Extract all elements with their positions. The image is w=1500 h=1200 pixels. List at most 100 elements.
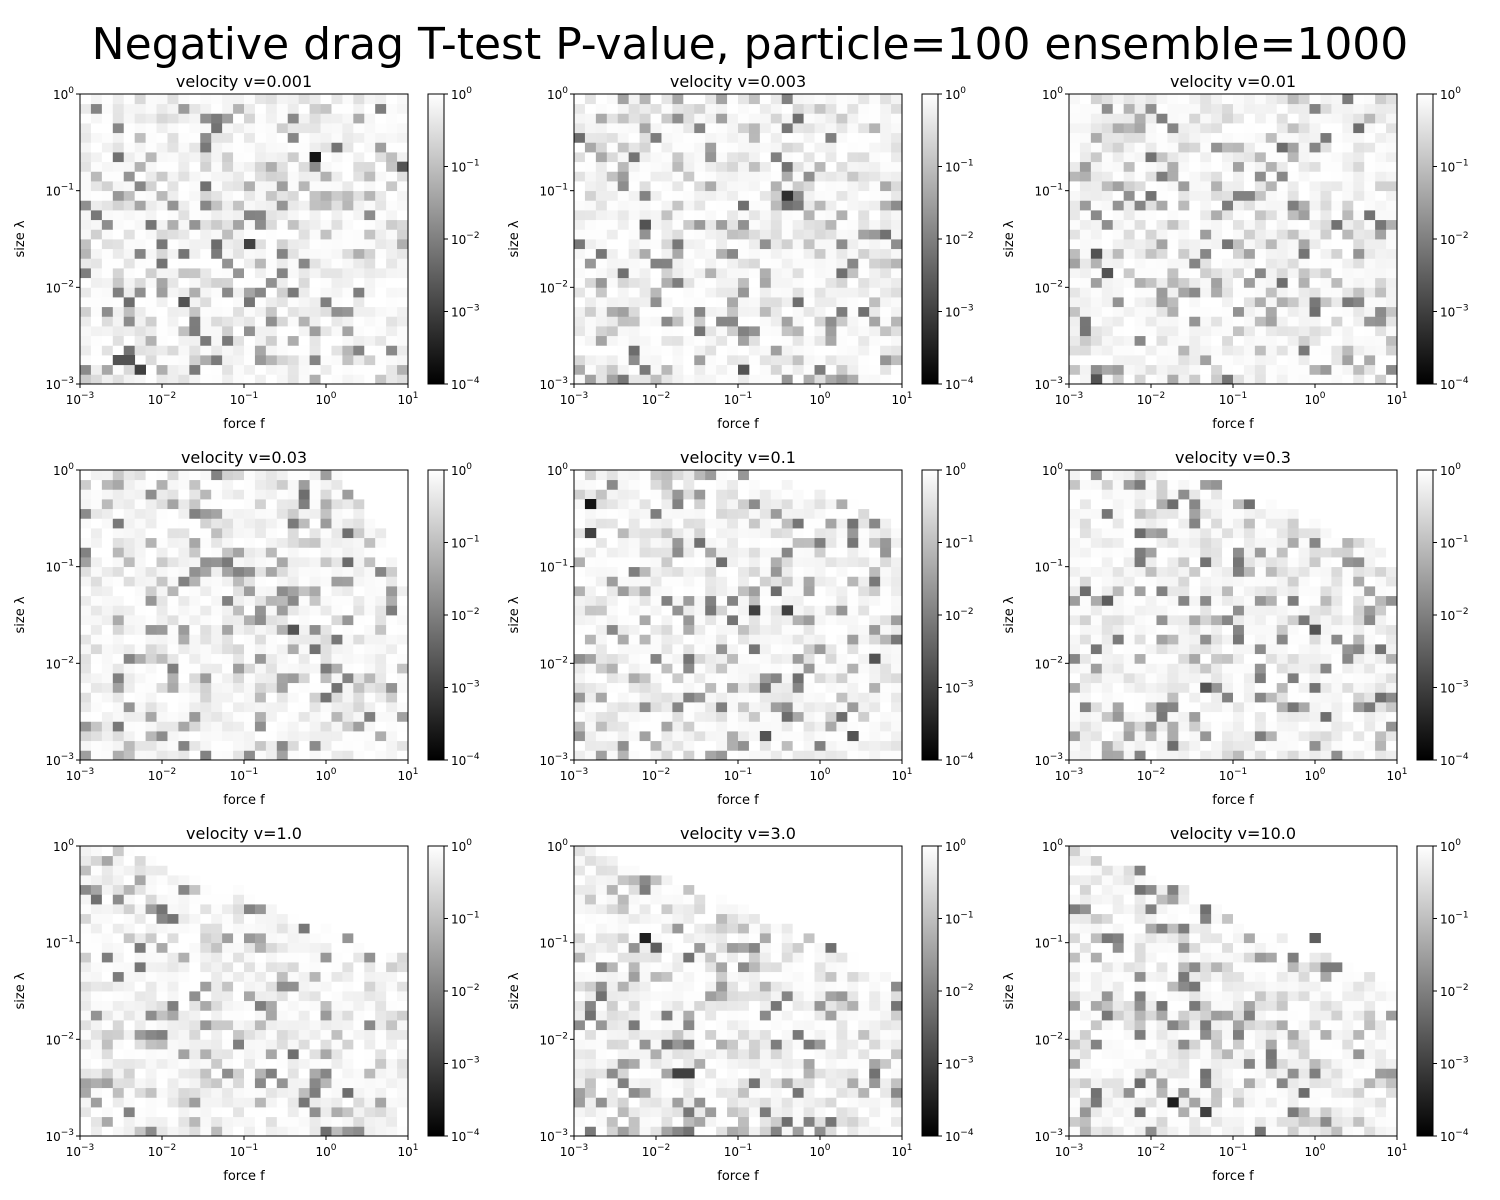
heatmap-cell (1079, 374, 1092, 385)
heatmap-cell (1265, 711, 1278, 722)
heatmap-cell (276, 547, 289, 558)
heatmap-cell (254, 335, 267, 346)
heatmap-cell (1178, 335, 1190, 346)
heatmap-cell (254, 248, 267, 259)
heatmap-cell (342, 123, 354, 134)
heatmap-cell (1342, 181, 1354, 192)
heatmap-cell (1134, 152, 1146, 163)
heatmap-cell (759, 528, 772, 539)
heatmap-cell (244, 537, 256, 548)
heatmap-cell (628, 316, 640, 327)
heatmap-cell (847, 576, 859, 587)
heatmap-cell (1309, 306, 1321, 317)
heatmap-cell (80, 374, 92, 385)
heatmap-cell (375, 566, 387, 577)
heatmap-cell (353, 731, 365, 742)
heatmap-cell (1265, 335, 1278, 346)
heatmap-cell (825, 219, 837, 230)
heatmap-cell (1134, 268, 1146, 279)
heatmap-cell (375, 537, 387, 548)
heatmap-cell (331, 750, 343, 761)
heatmap-cell (672, 663, 684, 674)
heatmap-cell (1243, 682, 1256, 693)
heatmap-cell (617, 547, 630, 558)
heatmap-cell (1320, 152, 1332, 163)
heatmap-cell (1069, 190, 1081, 201)
heatmap-cell (1101, 364, 1114, 375)
heatmap-cell (738, 171, 750, 182)
heatmap-cell (1145, 258, 1157, 269)
colorbar-tick-label: 100 (945, 462, 966, 478)
heatmap-cell (265, 731, 278, 742)
heatmap-cell (628, 624, 640, 635)
heatmap-cell (211, 277, 223, 288)
heatmap-cell (1069, 239, 1081, 250)
heatmap-cell (716, 306, 728, 317)
heatmap-cell (167, 219, 179, 230)
heatmap-cell (880, 731, 892, 742)
heatmap-cell (792, 605, 804, 616)
heatmap-cell (254, 132, 267, 143)
heatmap-cell (891, 586, 903, 597)
heatmap-cell (222, 615, 234, 626)
heatmap-cell (1167, 692, 1179, 703)
heatmap-cell (891, 219, 903, 230)
heatmap-cell (244, 374, 256, 385)
heatmap-cell (353, 239, 365, 250)
heatmap-cell (705, 190, 717, 201)
heatmap-cell (386, 258, 398, 269)
heatmap-cell (1167, 711, 1179, 722)
heatmap-cell (1090, 326, 1103, 337)
heatmap-cell (222, 123, 234, 134)
heatmap-cell (375, 528, 387, 539)
heatmap-cell (189, 615, 201, 626)
heatmap-cell (1375, 258, 1387, 269)
heatmap-cell (836, 181, 848, 192)
heatmap-cell (1353, 103, 1365, 114)
heatmap-cell (189, 210, 201, 221)
heatmap-cell (574, 200, 586, 211)
heatmap-cell (309, 557, 321, 568)
heatmap-cell (628, 229, 640, 240)
heatmap-cell (694, 200, 706, 211)
heatmap-cell (397, 103, 409, 114)
heatmap-cell (156, 537, 168, 548)
heatmap-cell (287, 470, 300, 481)
heatmap-cell (1090, 190, 1103, 201)
heatmap-cell (574, 364, 586, 375)
heatmap-cell (716, 702, 728, 713)
heatmap-cell (265, 479, 278, 490)
heatmap-cell (1200, 277, 1212, 288)
heatmap-cell (880, 644, 892, 655)
heatmap-cell (825, 489, 837, 500)
heatmap-cell (694, 210, 706, 221)
heatmap-cell (617, 653, 630, 664)
heatmap-cell (1320, 219, 1332, 230)
heatmap-cell (134, 470, 146, 481)
heatmap-cell (1331, 711, 1343, 722)
heatmap-cell (397, 364, 409, 375)
heatmap-cell (814, 113, 826, 124)
heatmap-cell (80, 316, 92, 327)
heatmap-cell (891, 190, 903, 201)
heatmap-cell (276, 692, 289, 703)
heatmap-cell (101, 634, 114, 645)
heatmap-cell (309, 595, 321, 606)
heatmap-cell (353, 326, 365, 337)
heatmap-cell (792, 123, 804, 134)
heatmap-cell (781, 595, 794, 606)
heatmap-cell (276, 731, 289, 742)
heatmap-cell (1145, 326, 1157, 337)
heatmap-cell (584, 576, 597, 587)
heatmap-cell (123, 297, 136, 308)
heatmap-cell (661, 326, 673, 337)
heatmap-cell (858, 566, 870, 577)
heatmap-cell (683, 586, 695, 597)
heatmap-cell (869, 268, 881, 279)
heatmap-cell (584, 518, 597, 529)
heatmap-cell (727, 364, 739, 375)
heatmap-cell (1134, 326, 1146, 337)
heatmap-cell (1375, 219, 1387, 230)
heatmap-cell (386, 219, 398, 230)
heatmap-cell (386, 210, 398, 221)
